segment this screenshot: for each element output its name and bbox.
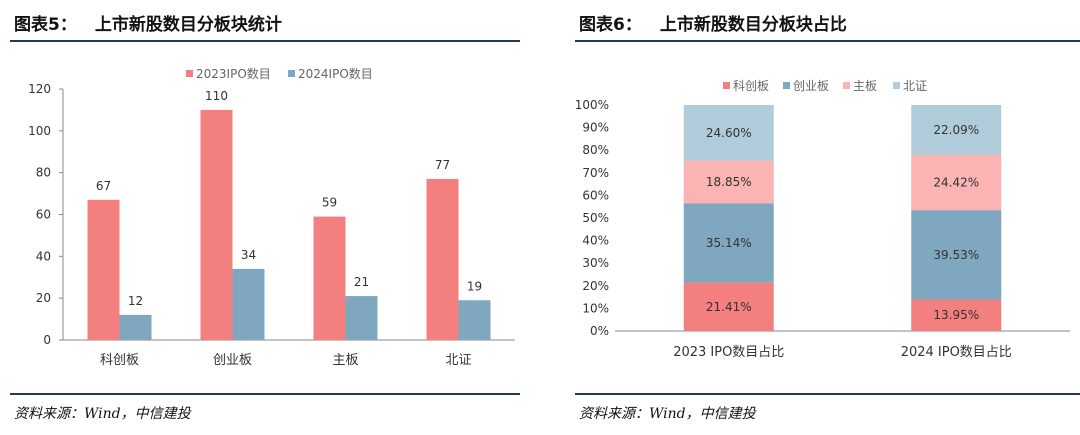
y-tick-label: 90% xyxy=(582,121,609,135)
y-tick-label: 80% xyxy=(582,143,609,157)
bar xyxy=(345,296,378,340)
bar xyxy=(426,178,459,340)
y-tick-label: 0 xyxy=(43,333,51,347)
bar-segment xyxy=(911,154,1002,211)
data-label: 110 xyxy=(205,89,228,103)
figure-5-source: 资料来源：Wind，中信建投 xyxy=(14,406,191,422)
legend-label: 2023IPO数目 xyxy=(196,66,271,81)
bar-chart-ipo-count: 0 20 40 60 80 100 120 67 12 科创板 110 34 创业板 59 21 主板 77 19… xyxy=(28,66,515,368)
x-tick-label: 2024 IPO数目占比 xyxy=(901,345,1012,360)
data-label: 12 xyxy=(128,294,143,308)
data-label: 21.41% xyxy=(706,300,752,314)
y-tick-label: 20% xyxy=(582,279,609,293)
data-label: 19 xyxy=(467,279,482,293)
data-label: 39.53% xyxy=(933,248,979,262)
figure-6-title-text: 上市新股数目分板块占比 xyxy=(659,15,847,35)
y-tick-label: 80 xyxy=(36,166,51,180)
data-label: 22.09% xyxy=(933,123,979,137)
data-label: 77 xyxy=(435,158,450,172)
legend-swatch xyxy=(783,82,790,89)
bar xyxy=(232,268,265,340)
figure-5-top-rule xyxy=(10,40,520,42)
bar xyxy=(87,199,120,340)
data-label: 24.42% xyxy=(933,176,979,190)
x-tick-label: 科创板 xyxy=(100,353,139,368)
legend-label: 北证 xyxy=(903,79,927,93)
figure-5-bottom-rule xyxy=(10,393,520,395)
data-label: 59 xyxy=(322,196,337,210)
data-label: 24.60% xyxy=(706,126,752,140)
figure-5-label: 图表5： xyxy=(14,15,77,35)
legend-label: 创业板 xyxy=(793,79,829,93)
figure-5-title: 图表5： 上市新股数目分板块统计 xyxy=(14,10,282,35)
bar-segment xyxy=(683,160,774,204)
data-label: 21 xyxy=(354,275,369,289)
figure-6-top-rule xyxy=(575,40,1080,42)
figure-5-title-text: 上市新股数目分板块统计 xyxy=(94,15,282,35)
x-tick-label: 创业板 xyxy=(213,353,252,368)
legend-swatch xyxy=(843,82,850,89)
figure-6-label: 图表6： xyxy=(579,15,642,35)
legend-label: 主板 xyxy=(853,79,877,93)
y-tick-label: 40 xyxy=(36,249,51,263)
y-tick-label: 100% xyxy=(575,98,609,112)
data-label: 18.85% xyxy=(706,175,752,189)
data-label: 67 xyxy=(96,179,111,193)
x-tick-label: 北证 xyxy=(445,353,471,368)
bar-segment xyxy=(683,282,774,331)
legend-swatch xyxy=(723,82,730,89)
legend-label: 科创板 xyxy=(733,79,769,93)
bar-segment xyxy=(911,105,1002,155)
y-tick-label: 100 xyxy=(28,124,51,138)
figure-6-panel: 图表6： 上市新股数目分板块占比 0% 10% 20% 30% 40% 50% 60% 70% 8… xyxy=(565,0,1080,435)
y-tick-label: 50% xyxy=(582,211,609,225)
stacked-bar-chart-ipo-share: 0% 10% 20% 30% 40% 50% 60% 70% 80% 90% 100% 21.41% 3… xyxy=(575,79,1070,360)
y-tick-label: 60 xyxy=(36,208,51,222)
legend-label: 2024IPO数目 xyxy=(298,66,373,81)
legend-swatch xyxy=(186,70,193,77)
data-label: 13.95% xyxy=(933,308,979,322)
figure-6-title: 图表6： 上市新股数目分板块占比 xyxy=(579,10,847,35)
figure-6-bottom-rule xyxy=(575,393,1080,395)
data-label: 34 xyxy=(241,248,256,262)
y-tick-label: 120 xyxy=(28,82,51,96)
y-tick-label: 30% xyxy=(582,256,609,270)
bar xyxy=(200,109,233,341)
figure-5-panel: 图表5： 上市新股数目分板块统计 0 20 40 60 80 100 120 67 12 科创板 11… xyxy=(0,0,520,435)
bar xyxy=(313,216,346,340)
y-tick-label: 0% xyxy=(590,324,609,338)
y-tick-label: 40% xyxy=(582,234,609,248)
y-tick-label: 20 xyxy=(36,291,51,305)
bar-segment xyxy=(911,210,1002,300)
bar-segment xyxy=(683,105,774,161)
legend-swatch xyxy=(288,70,295,77)
data-label: 35.14% xyxy=(706,236,752,250)
bar-segment xyxy=(911,299,1002,331)
x-tick-label: 2023 IPO数目占比 xyxy=(673,345,784,360)
y-tick-label: 10% xyxy=(582,301,609,315)
bar xyxy=(119,314,152,340)
y-tick-label: 60% xyxy=(582,188,609,202)
figure-6-source: 资料来源：Wind，中信建投 xyxy=(579,406,756,422)
bar xyxy=(458,300,491,340)
bar-segment xyxy=(683,203,774,283)
legend-swatch xyxy=(893,82,900,89)
x-tick-label: 主板 xyxy=(332,353,358,368)
y-tick-label: 70% xyxy=(582,166,609,180)
